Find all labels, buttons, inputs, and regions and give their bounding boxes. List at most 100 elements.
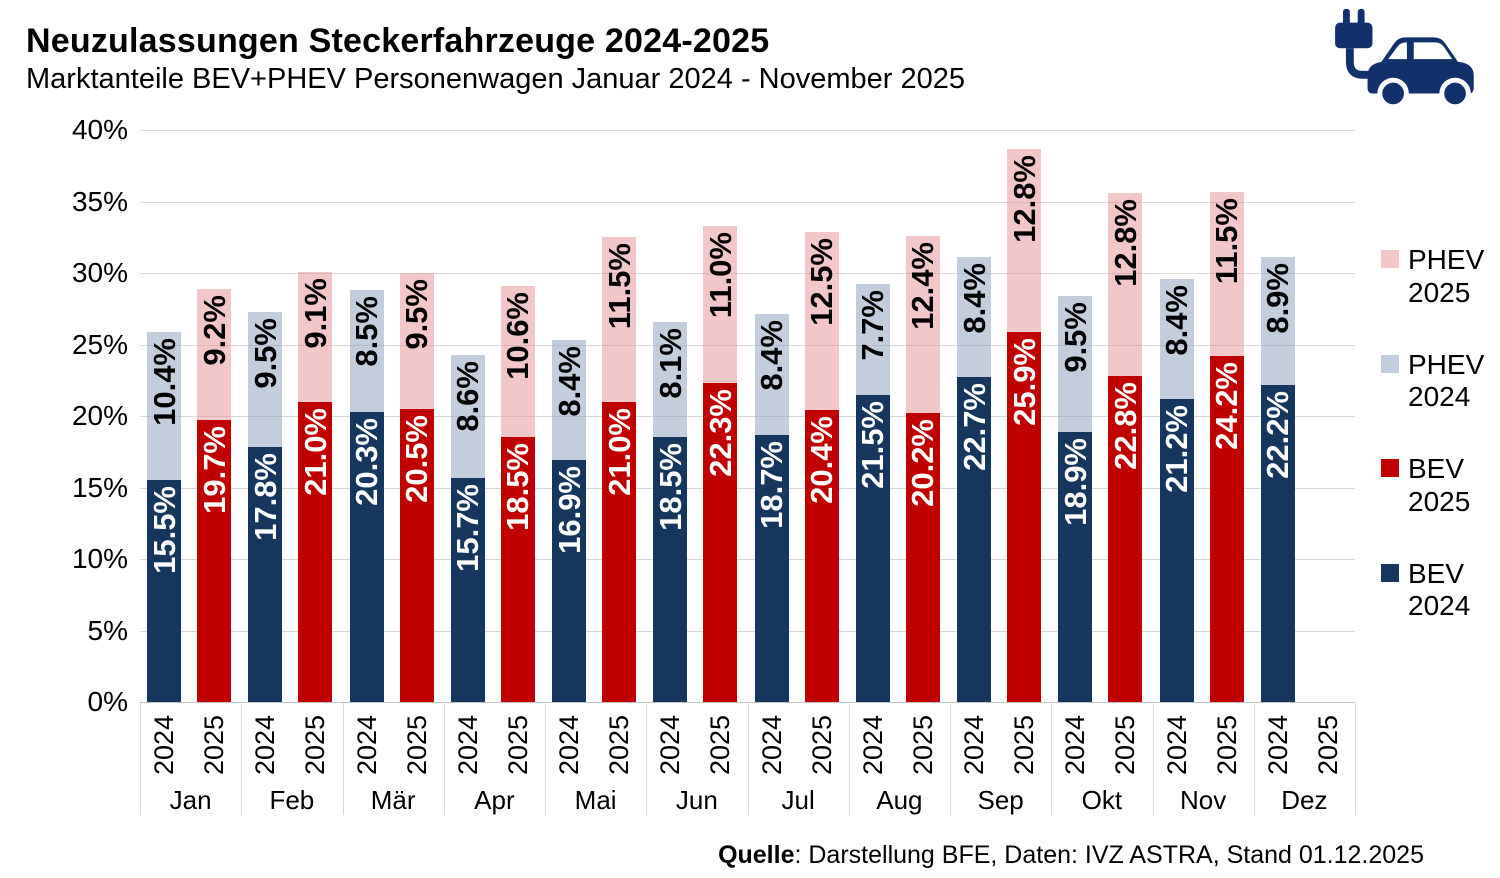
bar-label-wrap: 9.5% (1057, 296, 1093, 432)
bar-value-label: 22.3% (702, 389, 738, 478)
bar-value-label: 22.2% (1260, 390, 1296, 479)
x-year-label: 2025 (907, 714, 938, 776)
bar-label-wrap: 12.5% (804, 232, 839, 411)
bar-label-wrap: 11.5% (601, 237, 637, 401)
bar-segment: 8.9% (1260, 257, 1296, 385)
bar-label-wrap: 15.7% (450, 478, 485, 703)
x-year-label: 2024 (1262, 714, 1293, 776)
page-title: Neuzulassungen Steckerfahrzeuge 2024-202… (26, 22, 770, 60)
category-divider (140, 703, 141, 815)
bar-segment: 15.5% (146, 480, 182, 702)
bar-value-label: 20.5% (399, 414, 434, 503)
bar-label-wrap: 9.5% (247, 312, 283, 448)
x-year-label: 2025 (199, 714, 229, 776)
bar-value-label: 15.5% (146, 486, 182, 575)
bar-value-label: 18.5% (500, 443, 536, 532)
x-month-label: Sep (977, 785, 1024, 815)
bar-value-label: 21.2% (1159, 404, 1194, 493)
bar-segment: 15.7% (450, 477, 485, 703)
bar-value-label: 24.2% (1209, 361, 1244, 450)
x-year-label: 2024 (655, 714, 686, 776)
bar-segment: 22.8% (1107, 375, 1143, 702)
x-axis: 2024 2025 Jan 2024 2025 Feb 2024 2025 Mär 2024 202… (140, 702, 1356, 817)
bar-segment: 8.6% (450, 354, 485, 478)
bar-label-wrap: 8.4% (754, 314, 789, 434)
bar-label-wrap: 15.5% (146, 480, 182, 702)
bar-value-label: 21.0% (297, 407, 333, 496)
bar-value-label: 21.0% (601, 407, 637, 496)
x-month-label: Apr (474, 785, 515, 815)
category-divider (241, 703, 243, 815)
bar-segment: 8.5% (349, 290, 384, 412)
legend-label: BEV 2025 (1408, 453, 1471, 517)
bar-segment: 12.5% (804, 231, 839, 411)
x-year-label: 2025 (401, 714, 432, 776)
bar-value-label: 18.9% (1057, 437, 1093, 526)
legend-label: BEV 2024 (1408, 557, 1471, 622)
bar-value-label: 19.7% (196, 426, 232, 515)
x-year-label: 2024 (149, 714, 179, 776)
bar-segment: 9.2% (197, 288, 232, 421)
legend-swatch (1381, 354, 1399, 373)
x-year-label: 2024 (756, 714, 787, 776)
x-year-label: 2024 (452, 714, 483, 776)
gridline (140, 273, 1355, 274)
bar-segment: 21.0% (601, 401, 637, 702)
page-subtitle: Marktanteile BEV+PHEV Personenwagen Janu… (26, 63, 966, 95)
legend-swatch (1381, 459, 1399, 477)
x-month-label: Jan (169, 785, 212, 815)
x-month-label: Feb (269, 785, 315, 815)
x-month-label: Jun (675, 785, 718, 815)
bar-value-label: 25.9% (1006, 337, 1042, 426)
category-divider (950, 703, 951, 815)
gridline (140, 630, 1355, 632)
bar-value-label: 9.5% (247, 317, 283, 389)
bar-value-label: 8.4% (956, 263, 992, 334)
bar-segment: 20.5% (399, 408, 434, 702)
bar-segment: 24.2% (1209, 355, 1244, 702)
bar-segment: 16.9% (552, 460, 587, 702)
bar-value-label: 18.5% (652, 443, 688, 532)
bar-label-wrap: 8.4% (956, 257, 992, 377)
bar-value-label: 12.4% (905, 241, 941, 330)
category-divider (443, 703, 445, 815)
x-year-label: 2025 (604, 714, 634, 776)
bar-label-wrap: 9.5% (399, 273, 434, 409)
bar-label-wrap: 20.4% (804, 410, 839, 702)
bar-label-wrap: 18.5% (652, 437, 688, 702)
bar-segment: 8.4% (1159, 278, 1194, 399)
bar-segment: 9.1% (298, 271, 333, 402)
x-year-label: 2024 (554, 714, 584, 776)
bar-value-label: 8.9% (1260, 263, 1296, 334)
bar-label-wrap: 21.2% (1159, 399, 1194, 702)
bar-value-label: 22.8% (1107, 381, 1143, 470)
bar-value-label: 7.7% (855, 290, 891, 362)
bar-segment: 10.6% (500, 285, 535, 438)
legend-item: BEV 2024 (1381, 558, 1484, 624)
legend-swatch (1381, 563, 1399, 582)
category-divider (342, 703, 344, 815)
bar-segment: 22.2% (1260, 384, 1296, 702)
bar-value-label: 11.5% (601, 243, 637, 330)
bar-segment: 8.4% (956, 257, 992, 378)
bar-segment: 17.8% (248, 447, 283, 702)
x-year-label: 2025 (1009, 714, 1039, 776)
x-year-label: 2024 (1161, 714, 1192, 776)
bar-label-wrap: 9.1% (298, 272, 333, 402)
category-divider (646, 703, 648, 815)
source-note: Quelle: Darstellung BFE, Daten: IVZ ASTR… (718, 841, 1424, 870)
category-divider (848, 703, 850, 815)
x-month-label: Nov (1180, 785, 1227, 815)
bar-value-label: 9.5% (1057, 301, 1093, 373)
bar-label-wrap: 11.5% (1209, 192, 1244, 356)
legend-label: PHEV 2025 (1408, 244, 1485, 308)
category-divider (1152, 703, 1154, 815)
x-month-label: Dez (1281, 785, 1328, 815)
y-tick-label: 25% (71, 328, 128, 360)
bar-label-wrap: 8.5% (349, 290, 384, 412)
bar-value-label: 9.5% (399, 279, 434, 350)
gridline (140, 344, 1355, 346)
category-divider (747, 703, 749, 815)
bar-label-wrap: 18.5% (500, 437, 536, 702)
bar-label-wrap: 17.8% (248, 447, 283, 702)
